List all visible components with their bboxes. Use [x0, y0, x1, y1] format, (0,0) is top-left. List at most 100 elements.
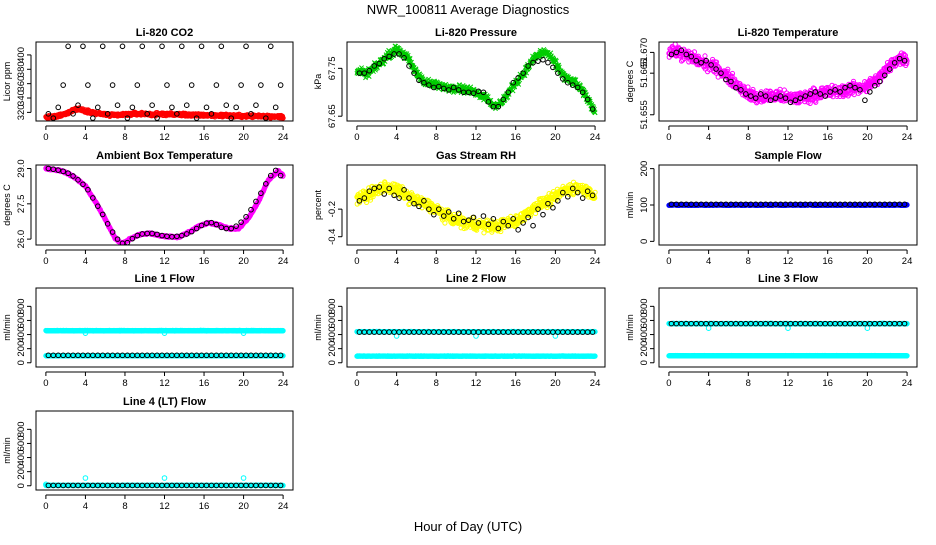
data-point	[135, 83, 140, 88]
panel-title-temperature: Li-820 Temperature	[738, 27, 839, 39]
data-point	[214, 83, 219, 88]
panel-data-rh	[355, 180, 597, 235]
x-tick-label: 20	[862, 256, 873, 267]
panel-data-line1	[44, 328, 285, 358]
y-tick-label: 67.75	[327, 56, 338, 80]
x-tick-label: 12	[471, 132, 482, 143]
data-point	[541, 212, 546, 217]
y-tick-label: -0.4	[327, 229, 338, 245]
data-point	[278, 83, 283, 88]
panel-data-ambient	[44, 166, 285, 246]
x-tick-label: 16	[510, 132, 521, 143]
y-tick-label: 29.0	[16, 159, 27, 178]
x-tick-label: 8	[434, 256, 439, 267]
series-raw-line1	[44, 328, 285, 335]
data-point	[56, 105, 61, 110]
panel-data-pressure	[355, 44, 597, 115]
data-point	[456, 211, 461, 216]
series-average-pressure	[357, 52, 595, 112]
y-tick-label: -0.2	[327, 201, 338, 217]
x-tick-label: 24	[902, 256, 913, 267]
data-point	[160, 44, 165, 49]
x-tick-label: 8	[746, 256, 751, 267]
x-tick-label: 4	[83, 132, 88, 143]
data-point	[703, 54, 707, 58]
x-tick-label: 20	[238, 132, 249, 143]
data-point	[150, 103, 155, 108]
x-tick-label: 0	[666, 256, 671, 267]
data-point	[239, 83, 244, 88]
data-point	[86, 83, 91, 88]
data-point	[81, 44, 86, 49]
figure-title: NWR_100811 Average Diagnostics	[367, 2, 570, 17]
x-tick-label: 16	[199, 132, 210, 143]
x-tick-label: 12	[783, 256, 794, 267]
x-tick-label: 12	[159, 256, 170, 267]
x-tick-label: 8	[746, 132, 751, 143]
x-tick-label: 24	[590, 256, 601, 267]
data-point	[100, 44, 105, 49]
y-axis-sample_flow: 0 100 200	[639, 161, 654, 244]
x-tick-label: 24	[278, 132, 289, 143]
panel-title-ambient: Ambient Box Temperature	[96, 150, 233, 162]
x-tick-label: 0	[43, 132, 48, 143]
data-point	[165, 83, 170, 88]
panel-ylabel-pressure: kPa	[313, 74, 323, 90]
panel-title-co2: Li-820 CO2	[136, 27, 193, 39]
y-tick-label: 400	[16, 47, 27, 63]
data-point	[140, 44, 145, 49]
panel-title-sample_flow: Sample Flow	[754, 150, 822, 162]
y-tick-label: 51.655	[639, 100, 650, 129]
data-point	[259, 83, 264, 88]
data-point	[443, 221, 447, 225]
y-tick-label: 0	[639, 239, 650, 244]
y-axis-rh: -0.4 -0.2	[327, 201, 342, 245]
y-tick-label: 100	[639, 197, 650, 213]
x-tick-label: 0	[354, 256, 359, 267]
data-point	[110, 83, 115, 88]
plot-box-rh	[347, 165, 605, 245]
panel-data-co2	[44, 44, 285, 121]
y-tick-label: 51.670	[639, 38, 650, 67]
panel-ylabel-sample_flow: ml/min	[625, 192, 635, 219]
data-point	[531, 223, 536, 228]
x-tick-label: 8	[122, 256, 127, 267]
data-point	[184, 103, 189, 108]
x-tick-label: 16	[199, 256, 210, 267]
data-point	[481, 214, 486, 219]
x-tick-label: 16	[510, 256, 521, 267]
y-axis-ambient: 26.027.529.0	[16, 159, 31, 248]
data-point	[179, 44, 184, 49]
y-tick-label: 67.65	[327, 104, 338, 128]
x-tick-label: 4	[394, 132, 399, 143]
data-point	[120, 44, 125, 49]
data-point	[516, 228, 521, 233]
panel-data-sample_flow	[667, 202, 909, 208]
data-point	[115, 103, 120, 108]
panel-title-rh: Gas Stream RH	[436, 150, 516, 162]
data-point	[130, 105, 135, 110]
x-tick-label: 0	[666, 132, 671, 143]
x-tick-label: 16	[822, 132, 833, 143]
y-axis-pressure: 67.65 67.75	[327, 56, 342, 128]
data-point	[66, 44, 71, 49]
x-tick-label: 4	[394, 256, 399, 267]
data-point	[541, 57, 546, 62]
series-raw-temperature	[667, 42, 909, 105]
data-point	[778, 87, 782, 91]
data-point	[95, 105, 100, 110]
y-tick-label: 200	[639, 161, 650, 177]
panel-data-temperature	[667, 42, 909, 105]
data-point	[863, 98, 868, 103]
